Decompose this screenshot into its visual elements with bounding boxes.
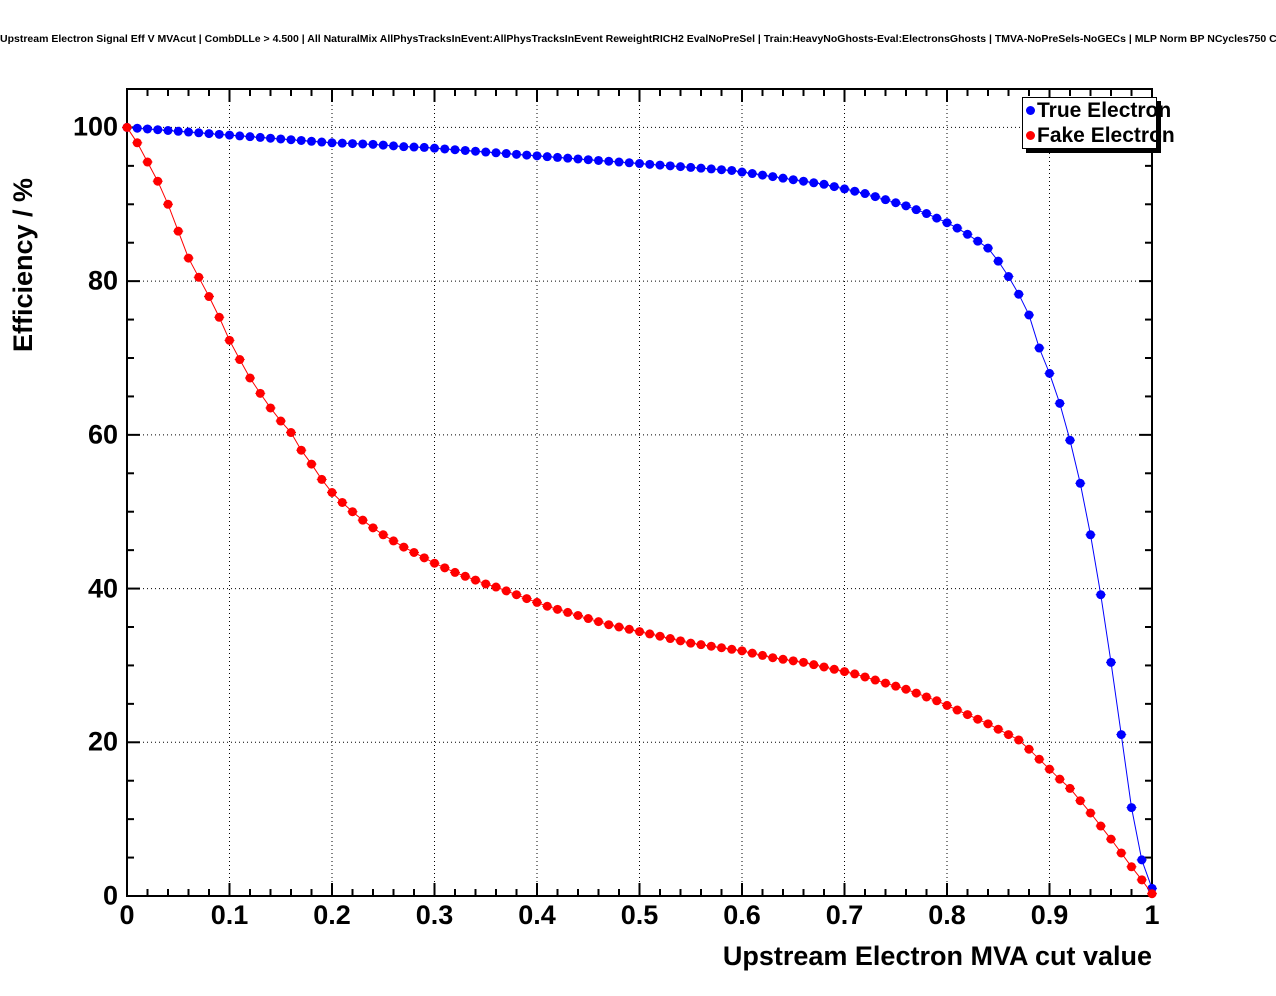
- y-tick-label: 40: [87, 573, 118, 604]
- y-tick-label: 60: [87, 419, 118, 450]
- x-tick-label: 0.9: [1030, 900, 1069, 930]
- page-title: Upstream Electron Signal Eff V MVAcut | …: [0, 33, 1276, 45]
- x-axis-title: Upstream Electron MVA cut value: [722, 941, 1152, 971]
- legend-entry: Fake Electron: [1023, 123, 1175, 148]
- legend-entry: True Electron: [1023, 98, 1171, 123]
- legend-label: Fake Electron: [1037, 124, 1175, 147]
- x-tick-label: 0.2: [313, 900, 351, 930]
- y-tick-label: 100: [72, 111, 118, 142]
- legend-marker-icon: [1026, 131, 1035, 140]
- x-tick-label: 0.7: [825, 900, 864, 930]
- x-tick-label: 0.4: [518, 900, 556, 930]
- y-tick-label: 80: [87, 265, 118, 296]
- y-tick-label: 0: [102, 880, 118, 911]
- legend-label: True Electron: [1037, 99, 1172, 122]
- x-tick-label: 1: [1144, 900, 1160, 930]
- x-tick-label: 0.5: [620, 900, 659, 930]
- data-series-fake-electron: [122, 122, 1157, 899]
- x-tick-label: 0.1: [210, 900, 249, 930]
- data-series-true-electron: [122, 122, 1157, 893]
- legend: True Electron Fake Electron: [1022, 97, 1175, 149]
- axis-ticks: [126, 88, 1153, 897]
- x-tick-label: 0.6: [723, 900, 761, 930]
- plot-frame: [126, 88, 1153, 897]
- data-series-layer: [122, 122, 1157, 899]
- x-tick-label: 0.3: [415, 900, 454, 930]
- legend-marker-icon: [1026, 106, 1035, 115]
- x-tick-label: 0.8: [928, 900, 966, 930]
- grid-lines: [127, 89, 1152, 896]
- y-tick-label: 20: [87, 726, 118, 757]
- x-tick-label: 0: [119, 900, 135, 930]
